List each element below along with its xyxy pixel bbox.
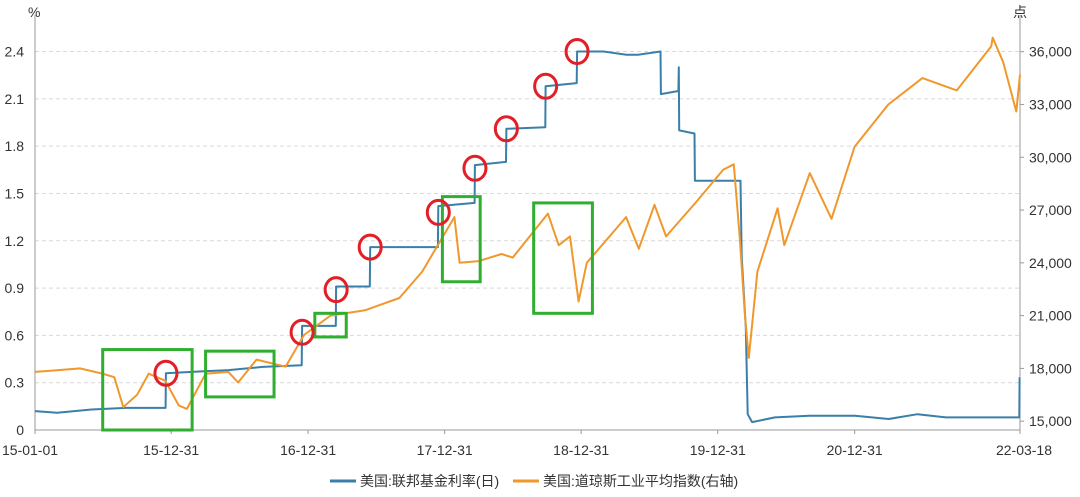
series-line-fed-rate — [34, 50, 1021, 424]
legend-item-fed-rate: 美国:联邦基金利率(日) — [330, 473, 499, 489]
x-tick-label: 15-12-31 — [143, 442, 199, 458]
red-highlight-circle — [564, 38, 590, 66]
y-left-tick-label: 0 — [16, 422, 24, 438]
red-highlight-circle — [357, 233, 383, 261]
y-right-tick-label: 30,000 — [1029, 149, 1072, 165]
red-highlight-circle — [153, 359, 179, 387]
x-tick-label: 18-12-31 — [553, 442, 609, 458]
y-left-tick-label: 2.4 — [5, 44, 25, 60]
y-right-tick-label: 27,000 — [1029, 202, 1072, 218]
red-highlight-circle — [462, 154, 488, 182]
red-highlight-circle — [289, 318, 315, 346]
y-right-tick-label: 36,000 — [1029, 44, 1072, 60]
legend-label-fed-rate: 美国:联邦基金利率(日) — [360, 473, 499, 489]
y-left-tick-label: 1.2 — [5, 233, 25, 249]
series-layer — [34, 36, 1021, 424]
red-highlight-circle — [323, 276, 349, 304]
red-highlight-circle — [493, 115, 519, 143]
series-line-dow-jones — [34, 36, 1021, 410]
x-tick-label: 19-12-31 — [690, 442, 746, 458]
y-right-tick-label: 24,000 — [1029, 255, 1072, 271]
y-right-tick-label: 33,000 — [1029, 96, 1072, 112]
green-highlight-box — [204, 349, 276, 399]
legend-label-dow-jones: 美国:道琼斯工业平均指数(右轴) — [543, 473, 738, 489]
y-left-tick-label: 1.8 — [5, 138, 25, 154]
y-left-tick-label: 0.6 — [5, 327, 25, 343]
x-tick-label: 15-01-01 — [2, 442, 58, 458]
annotation-layer — [101, 38, 594, 432]
red-highlight-circle — [533, 72, 559, 100]
x-tick-label: 22-03-18 — [996, 442, 1052, 458]
y-left-tick-label: 0.9 — [5, 280, 25, 296]
y-right-tick-label: 15,000 — [1029, 413, 1072, 429]
x-tick-label: 16-12-31 — [280, 442, 336, 458]
y-right-tick-label: 18,000 — [1029, 360, 1072, 376]
x-tick-label: 17-12-31 — [417, 442, 473, 458]
green-highlight-box — [532, 201, 594, 315]
y-left-tick-label: 0.3 — [5, 375, 25, 391]
red-highlight-circle — [425, 198, 451, 226]
y-left-tick-label: 1.5 — [5, 185, 25, 201]
grid-layer — [35, 51, 1020, 384]
axis-layer: % 点 0 0.3 0.6 0.9 1.2 1.5 1.8 2.1 2.4 15,000 18,00… — [2, 4, 1072, 458]
legend-item-dow-jones: 美国:道琼斯工业平均指数(右轴) — [513, 473, 738, 489]
green-highlight-box — [101, 348, 194, 432]
left-axis-unit: % — [28, 4, 40, 20]
y-left-tick-label: 2.1 — [5, 91, 25, 107]
right-axis-unit: 点 — [1013, 4, 1027, 20]
y-right-tick-label: 21,000 — [1029, 308, 1072, 324]
legend: 美国:联邦基金利率(日) 美国:道琼斯工业平均指数(右轴) — [330, 473, 738, 489]
green-highlight-box — [440, 195, 482, 284]
x-tick-label: 20-12-31 — [827, 442, 883, 458]
green-highlight-box — [313, 311, 348, 339]
